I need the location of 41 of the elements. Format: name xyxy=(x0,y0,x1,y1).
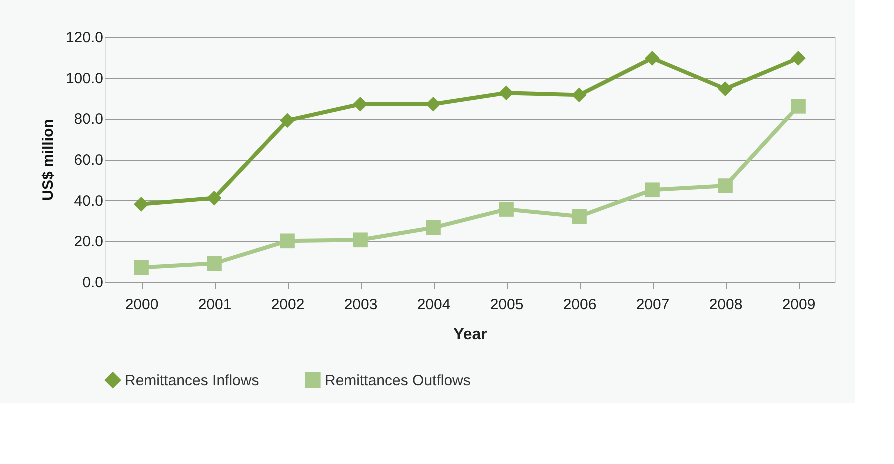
x-axis-title: Year xyxy=(454,326,488,344)
y-tick-label: 0.0 xyxy=(82,274,104,292)
point xyxy=(280,113,295,128)
legend-label: Remittances Inflows xyxy=(125,372,260,390)
point xyxy=(791,51,806,66)
point xyxy=(572,209,587,224)
x-tick-label: 2007 xyxy=(636,296,670,314)
x-tick-label: 2002 xyxy=(271,296,305,314)
point xyxy=(572,88,587,103)
y-tick-label: 60.0 xyxy=(74,152,104,169)
y-axis-title: US$ million xyxy=(40,119,57,201)
y-tick-label: 100.0 xyxy=(66,70,104,88)
point xyxy=(280,234,295,249)
point xyxy=(499,86,514,101)
point xyxy=(791,99,806,114)
x-tick-label: 2003 xyxy=(344,296,378,314)
x-tick-label: 2004 xyxy=(417,296,451,314)
point xyxy=(645,51,660,66)
point xyxy=(499,202,514,217)
point xyxy=(134,197,149,212)
x-tick-label: 2008 xyxy=(709,296,743,314)
point xyxy=(353,96,368,112)
y-tick-label: 40.0 xyxy=(74,192,104,210)
point xyxy=(426,96,441,112)
legend-label: Remittances Outflows xyxy=(325,372,471,390)
y-tick-label: 80.0 xyxy=(74,111,104,128)
point xyxy=(718,82,733,96)
point xyxy=(207,190,222,206)
x-tick-label: 2009 xyxy=(782,296,816,314)
point xyxy=(207,256,222,272)
y-tick-label: 20.0 xyxy=(74,234,104,251)
point xyxy=(718,178,733,194)
point xyxy=(645,182,660,198)
x-tick-label: 2005 xyxy=(490,296,524,314)
x-tick-label: 2000 xyxy=(125,296,159,314)
point xyxy=(134,260,149,276)
x-tick-label: 2006 xyxy=(563,296,597,314)
point xyxy=(353,232,368,248)
point xyxy=(426,220,441,236)
x-tick-label: 2001 xyxy=(198,296,232,314)
y-tick-label: 120.0 xyxy=(66,30,104,46)
